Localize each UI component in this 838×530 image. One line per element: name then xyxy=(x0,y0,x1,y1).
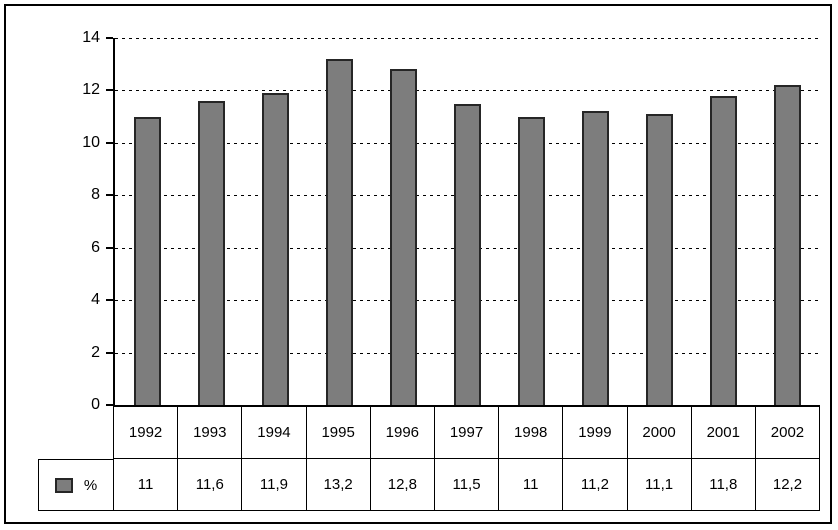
year-cell-1998: 1998 xyxy=(499,407,564,458)
y-axis-label-12: 12 xyxy=(82,81,100,99)
y-axis-label-14: 14 xyxy=(82,29,100,46)
plot-area xyxy=(113,38,820,407)
gridline-14 xyxy=(115,38,820,39)
year-cell-2000: 2000 xyxy=(628,407,692,458)
year-cell-2001: 2001 xyxy=(692,407,756,458)
bar-2001 xyxy=(710,95,738,405)
year-cell-1995: 1995 xyxy=(307,407,371,458)
value-cell-2002: 12,2 xyxy=(772,476,803,493)
value-cell-1997: 11,5 xyxy=(435,459,500,510)
value-cell-1999: 11,2 xyxy=(563,459,628,510)
y-axis-label-10: 10 xyxy=(82,133,100,151)
year-cell-1997: 1997 xyxy=(435,407,500,458)
y-axis-tick-8 xyxy=(106,194,113,197)
value-cell-1996: 12,8 xyxy=(371,459,435,510)
year-cell-1994: 1994 xyxy=(242,407,307,458)
y-axis-label-4: 4 xyxy=(91,291,100,309)
value-cell-1994: 11,9 xyxy=(242,459,307,510)
years-row: 1992 1993 1994 1995 1996 1997 1998 1999 2000 2001… xyxy=(113,407,820,459)
y-axis-label-8: 8 xyxy=(91,186,100,204)
y-axis-tick-10 xyxy=(106,141,113,144)
legend-swatch-icon xyxy=(54,477,73,493)
value-cell-1992: 11 xyxy=(114,459,179,510)
gridline-12 xyxy=(115,90,820,92)
y-axis-tick-6 xyxy=(106,246,113,249)
bar-1994 xyxy=(261,93,289,405)
year-cell-1992: 1992 xyxy=(114,407,179,458)
value-cell-2001: 11,8 xyxy=(692,459,756,510)
bar-1996 xyxy=(389,69,417,405)
y-axis-label-0: 0 xyxy=(91,396,100,413)
value-cell-1993: 11,6 xyxy=(178,459,243,510)
bar-1995 xyxy=(325,58,353,405)
bar-1992 xyxy=(133,116,161,405)
bar-1993 xyxy=(197,100,225,405)
year-cell-1993: 1993 xyxy=(178,407,243,458)
bar-1999 xyxy=(582,111,610,405)
y-axis-tick-4 xyxy=(106,299,113,302)
value-cell-1998: 11 xyxy=(499,459,564,510)
y-axis-tick-0 xyxy=(106,404,113,406)
bar-1997 xyxy=(454,103,481,405)
value-cell-2000: 11,1 xyxy=(628,459,692,510)
values-row: 11 11,6 11,9 13,2 12,8 11,5 11 11,2 11,1 11,8 12,2 xyxy=(113,459,820,511)
year-cell-1996: 1996 xyxy=(371,407,435,458)
y-axis-tick-14 xyxy=(106,37,113,39)
legend-cell: % xyxy=(38,459,113,511)
value-cell-1995: 13,2 xyxy=(307,459,371,510)
y-axis-tick-2 xyxy=(106,351,113,354)
bar-2000 xyxy=(646,114,674,405)
year-cell-1999: 1999 xyxy=(563,407,628,458)
bar-1998 xyxy=(518,116,546,405)
chart-frame: 1992 1993 1994 1995 1996 1997 1998 1999 2000 2001… xyxy=(4,4,832,524)
bar-2002 xyxy=(774,85,802,405)
legend-label: % xyxy=(83,476,98,494)
y-axis-label-6: 6 xyxy=(91,238,100,256)
year-cell-2002: 2002 xyxy=(770,424,805,441)
y-axis-label-2: 2 xyxy=(91,343,100,361)
y-axis-tick-12 xyxy=(106,89,113,92)
